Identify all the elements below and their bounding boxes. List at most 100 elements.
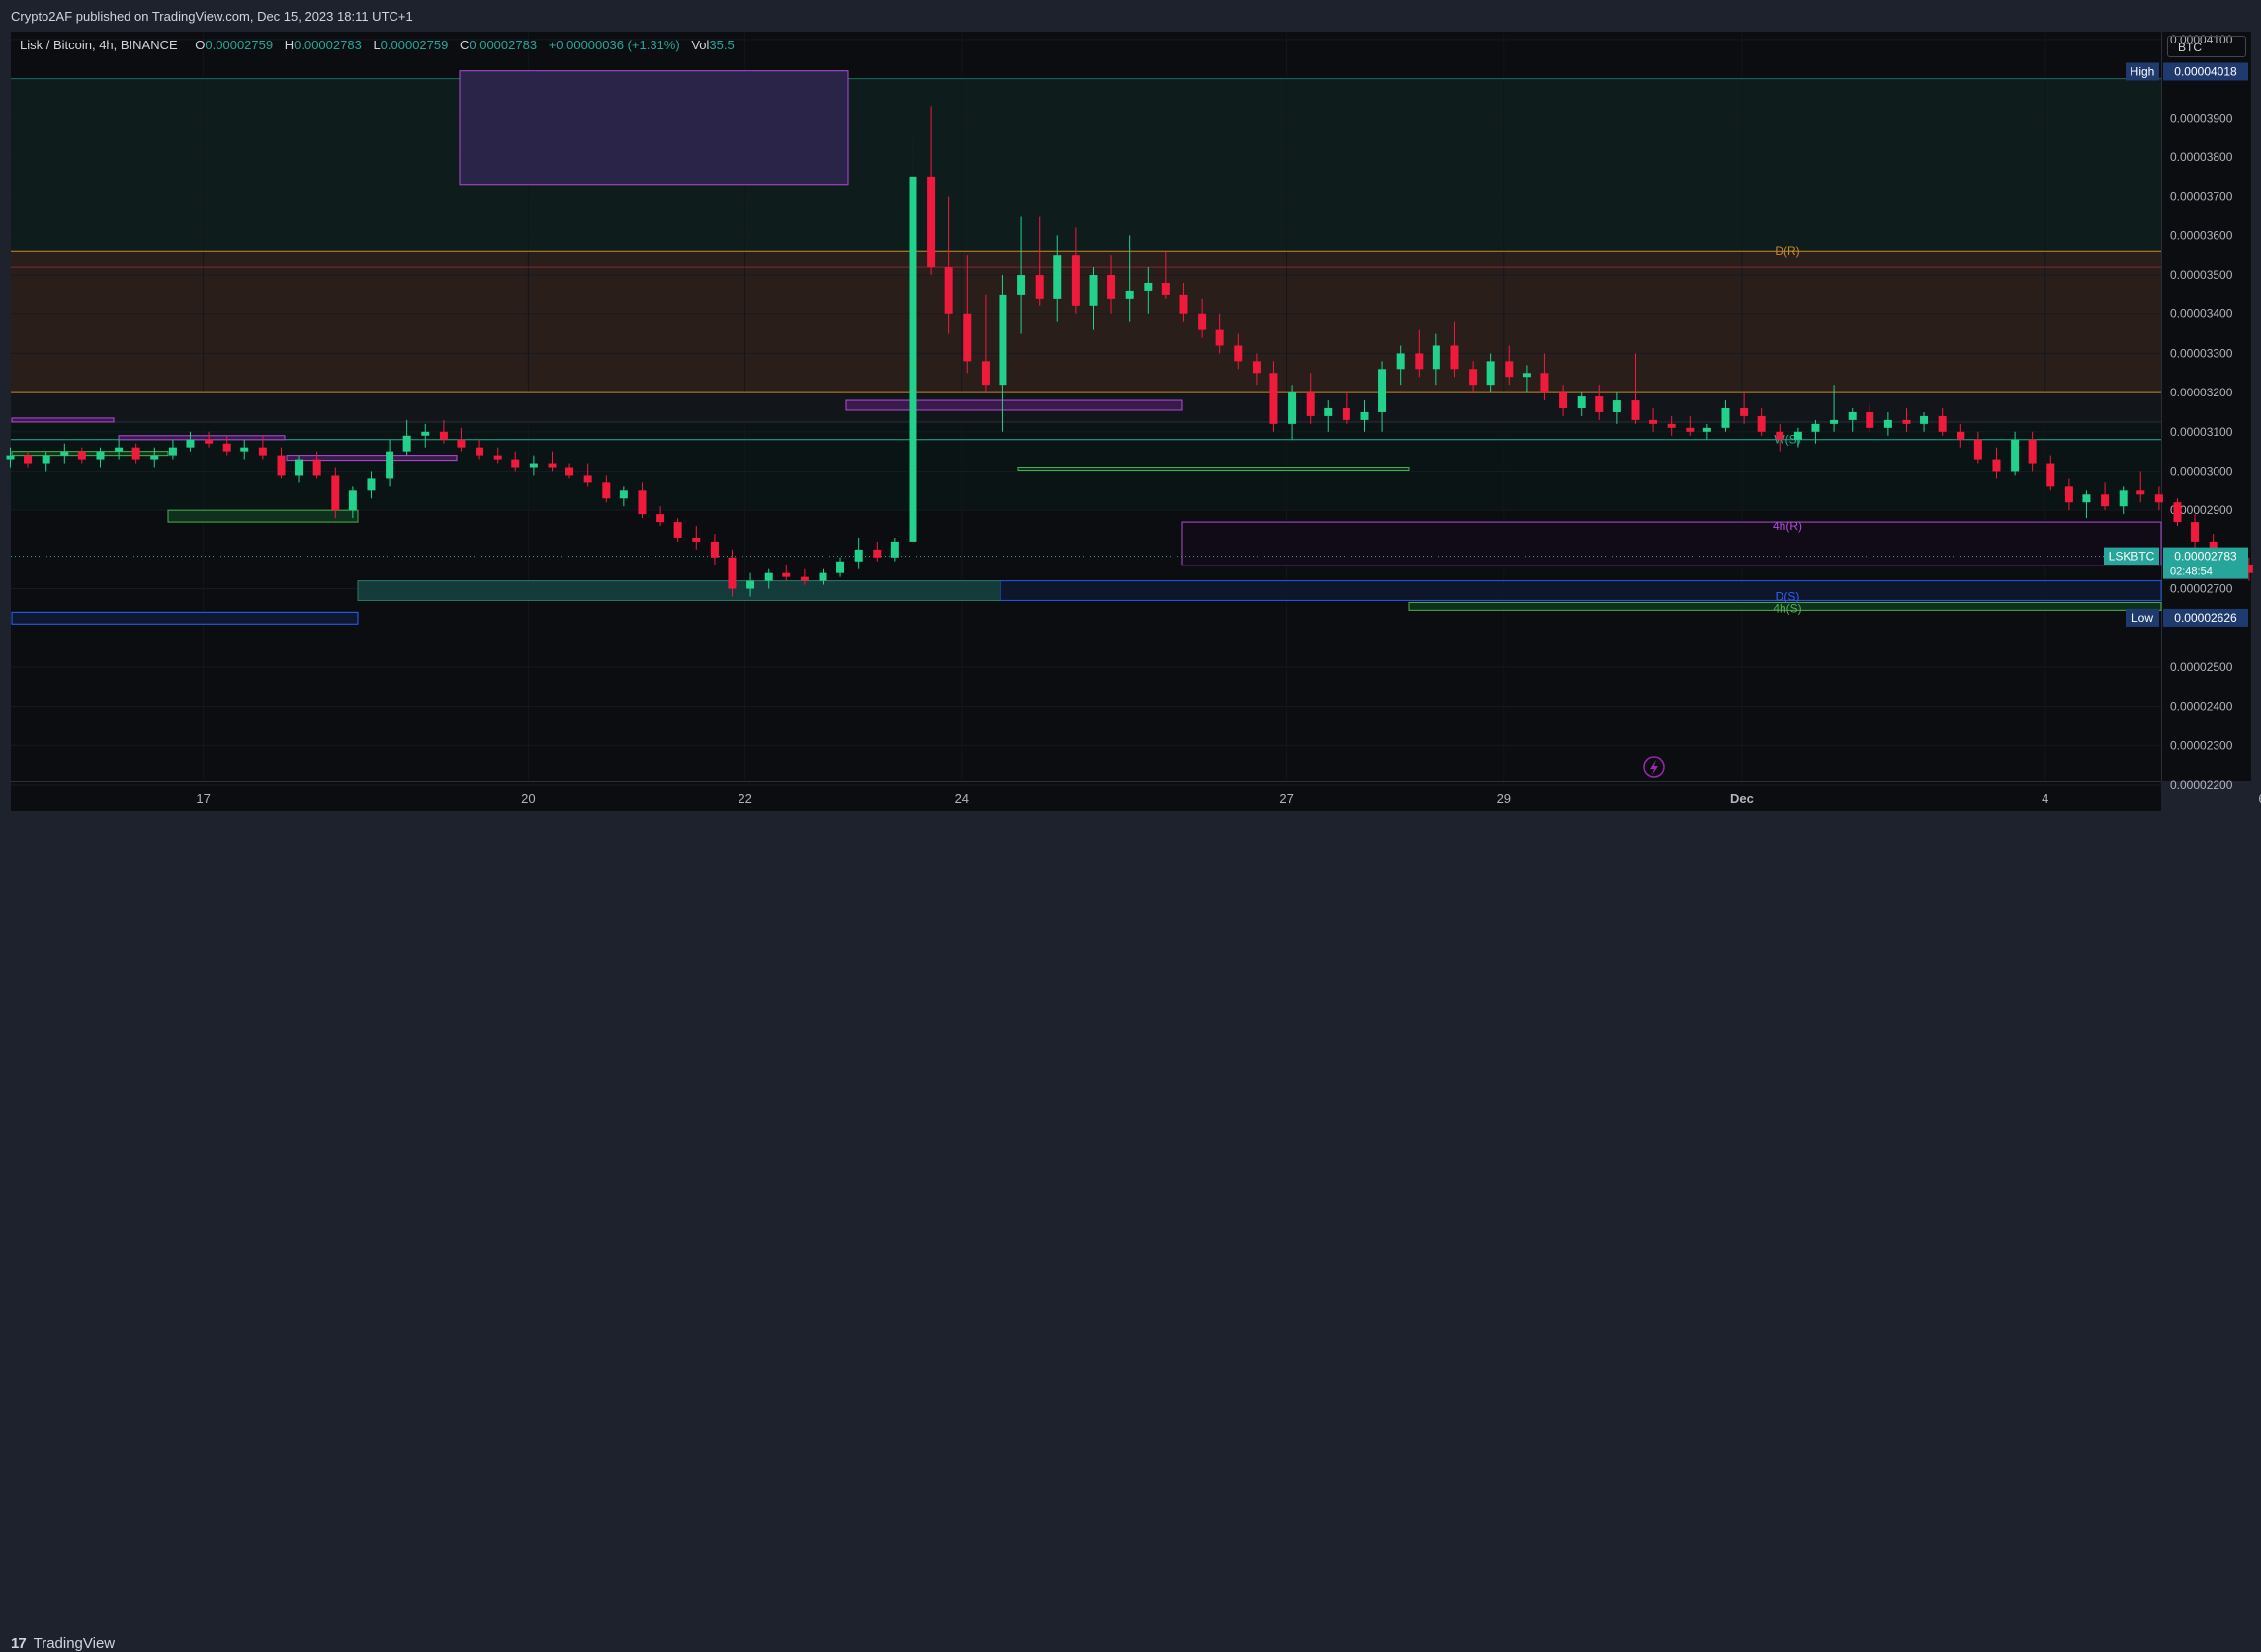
candle-body	[602, 482, 611, 499]
candle-body	[1306, 392, 1315, 416]
candle-body	[402, 435, 411, 452]
fourh-resistance-zone	[1181, 521, 2162, 566]
candle-body	[873, 549, 882, 558]
price-tick-label: 0.00002500	[2170, 660, 2233, 674]
candle-body	[854, 549, 863, 562]
candle-body	[819, 572, 827, 581]
candle-body	[927, 176, 936, 268]
level-label: 4h(R)	[1773, 519, 1802, 533]
candle-body	[619, 490, 628, 499]
candle-body	[890, 541, 899, 558]
tradingview-brand[interactable]: 17 TradingView	[11, 1635, 115, 1652]
price-tick-label: 0.00003400	[2170, 307, 2233, 321]
upper-zone	[11, 78, 2161, 252]
candle-body	[312, 459, 321, 476]
level-label: D(R)	[1775, 244, 1799, 258]
price-tick-label: 0.00002200	[2170, 778, 2233, 792]
candle-body	[1848, 411, 1857, 420]
time-tick-label: 22	[738, 791, 751, 806]
candle-body	[115, 447, 124, 452]
candle-body	[1540, 373, 1549, 393]
candle-body	[1324, 407, 1333, 416]
candle-body	[1667, 423, 1676, 428]
candle-body	[548, 463, 557, 468]
candle-body	[1577, 396, 1586, 408]
price-tick-label: 0.00003800	[2170, 150, 2233, 164]
candle-body	[367, 478, 376, 491]
candle-body	[386, 451, 394, 479]
candle-body	[746, 580, 755, 589]
candle-body	[2064, 486, 2073, 503]
candle-body	[529, 463, 538, 468]
price-tick-label: 0.00002900	[2170, 503, 2233, 517]
low-label: Low	[2131, 611, 2153, 625]
candle-body	[476, 447, 484, 456]
candle-body	[348, 490, 357, 511]
candle-body	[1595, 396, 1604, 412]
candle-body	[2191, 522, 2200, 542]
candle-body	[1396, 353, 1405, 370]
zone-marker	[11, 417, 115, 423]
candle-body	[24, 455, 33, 464]
candle-body	[1107, 275, 1116, 299]
candle-body	[2244, 565, 2253, 573]
candle-body	[2011, 439, 2020, 472]
candle-body	[1830, 419, 1839, 424]
candle-body	[1053, 255, 1062, 299]
low-price: 0.00002626	[2174, 611, 2237, 625]
candle-body	[782, 572, 791, 577]
candle-body	[2082, 494, 2091, 503]
candle-body	[1234, 345, 1243, 362]
candle-body	[1071, 255, 1080, 306]
candle-body	[1902, 419, 1911, 424]
price-tick-label: 0.00002400	[2170, 700, 2233, 714]
candle-body	[331, 475, 340, 511]
candle-body	[1360, 411, 1369, 420]
lightning-icon	[1643, 756, 1665, 778]
tradingview-logo-icon: 17	[11, 1635, 27, 1652]
level-label: D(S)	[1776, 589, 1800, 603]
candle-body	[2154, 494, 2163, 503]
candle-body	[2136, 490, 2145, 495]
daily-resistance-zone	[11, 251, 2161, 393]
candle-body	[1269, 373, 1278, 424]
candle-body	[1432, 345, 1440, 370]
candle-body	[1378, 369, 1387, 412]
candle-body	[1342, 407, 1350, 420]
candle-body	[1920, 415, 1929, 424]
candle-body	[1035, 275, 1044, 299]
symbol-title[interactable]: Lisk / Bitcoin, 4h, BINANCE	[20, 38, 178, 52]
time-tick-label: 27	[1279, 791, 1293, 806]
candle-body	[457, 439, 466, 448]
candle-body	[638, 490, 647, 515]
price-tick-label: 0.00003900	[2170, 111, 2233, 125]
candle-body	[909, 176, 917, 542]
price-tick-label: 0.00003000	[2170, 464, 2233, 478]
candle-body	[1957, 431, 1965, 440]
candle-body	[295, 459, 304, 476]
candle-body	[583, 475, 592, 483]
candle-body	[1938, 415, 1947, 432]
candle-body	[836, 561, 845, 573]
price-axis[interactable]	[2161, 32, 2251, 781]
candle-body	[1757, 415, 1766, 432]
footer-bar: 17 TradingView	[0, 811, 2261, 1652]
candle-body	[205, 439, 214, 444]
candle-body	[439, 431, 448, 440]
candle-body	[131, 447, 140, 460]
daily-support-zone	[1000, 580, 2162, 601]
price-tick-label: 0.00003100	[2170, 425, 2233, 439]
candle-body	[222, 443, 231, 452]
candle-body	[493, 455, 502, 460]
brand-name: TradingView	[33, 1635, 116, 1652]
currency-selector[interactable]: BTC	[2167, 36, 2246, 57]
candle-body	[240, 447, 249, 452]
price-tick-label: 0.00002300	[2170, 739, 2233, 752]
candle-body	[1522, 373, 1531, 378]
demand-zone-large	[357, 580, 1001, 601]
price-tick-label: 0.00003700	[2170, 190, 2233, 204]
candle-body	[1179, 294, 1188, 314]
time-axis[interactable]	[11, 781, 2161, 812]
bar-countdown: 02:48:54	[2170, 566, 2213, 578]
last-price: 0.00002783	[2174, 550, 2237, 564]
